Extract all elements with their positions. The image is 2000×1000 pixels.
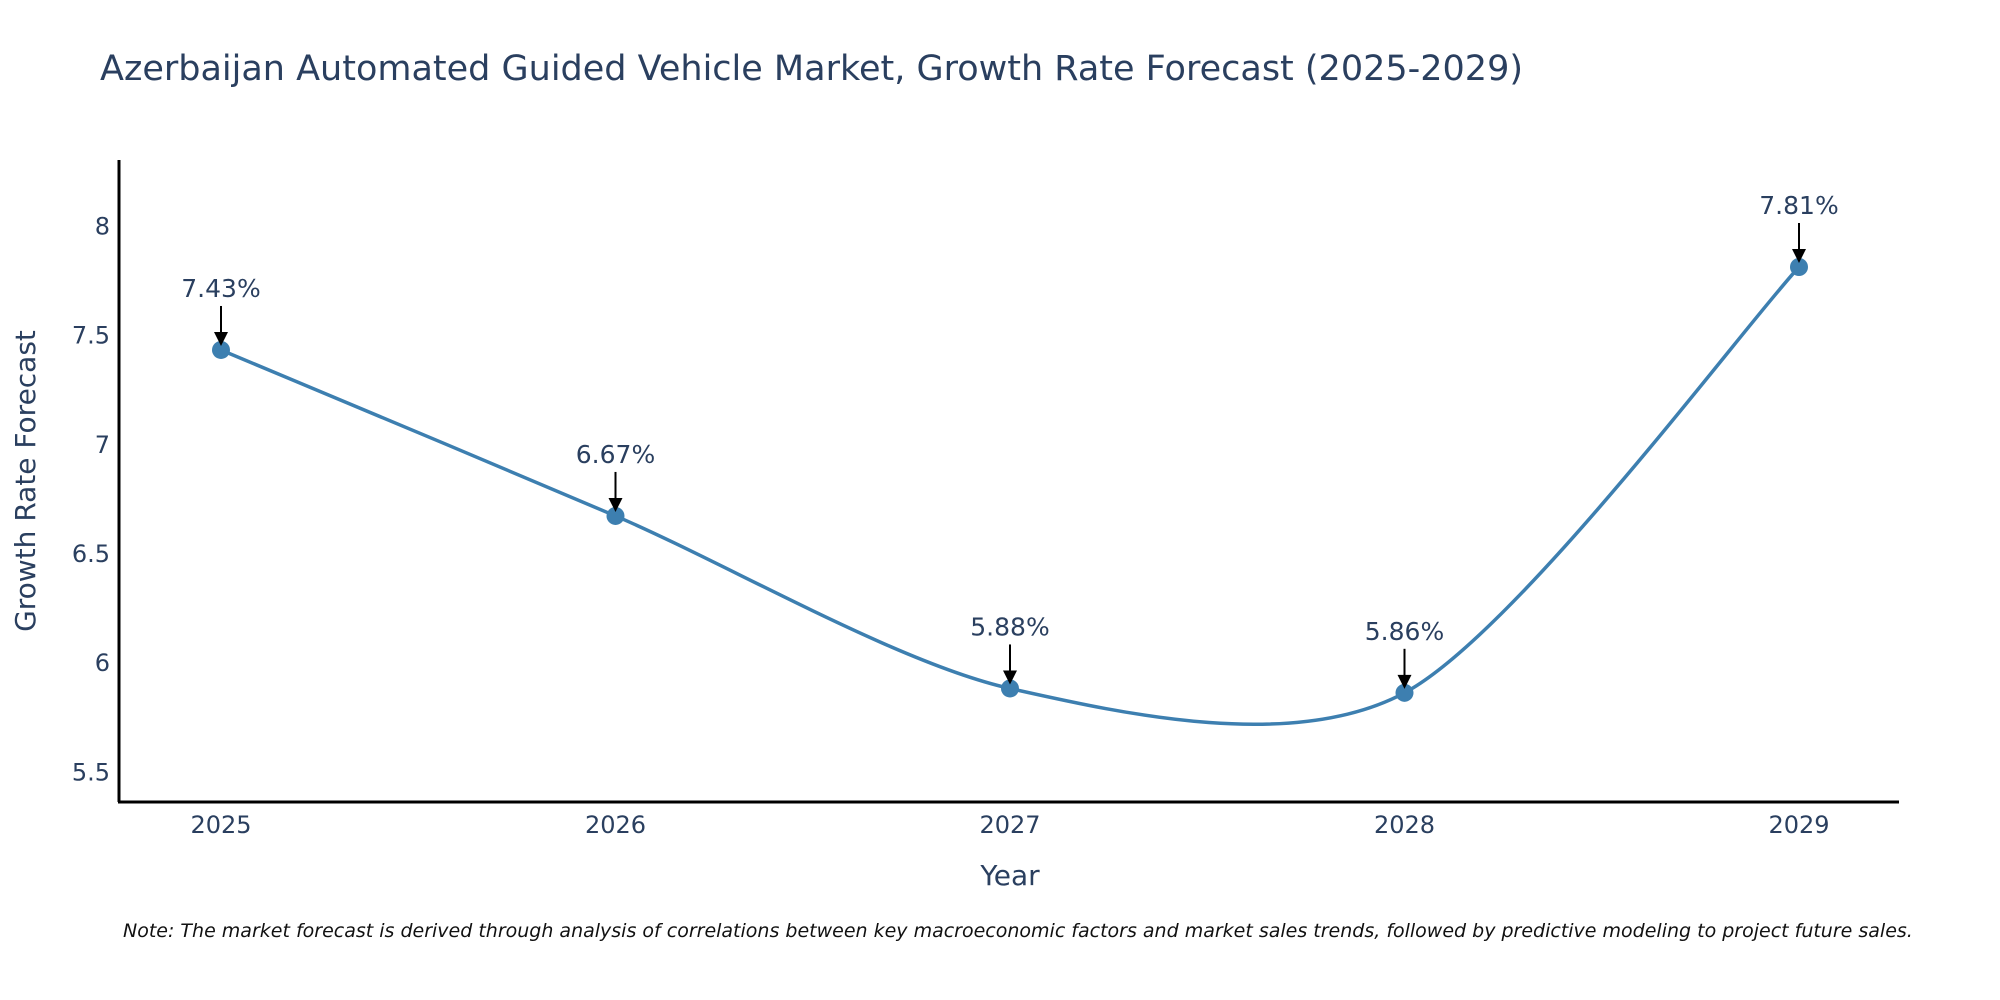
data-label: 5.88% [970,612,1049,641]
y-tick-label: 8 [95,213,110,241]
x-axis-ticks: 2025 2026 2027 2028 2029 [190,811,1829,839]
data-label: 7.43% [181,274,260,303]
x-tick-label: 2026 [585,811,646,839]
data-point-marker [212,340,230,359]
annotation-arrow-head [1003,670,1017,685]
data-label: 7.81% [1759,191,1838,220]
chart-title: Azerbaijan Automated Guided Vehicle Mark… [100,49,1523,89]
y-axis-ticks: 5.5 6 6.5 7 7.5 8 [72,213,110,787]
y-axis-title: Growth Rate Forecast [9,330,42,632]
y-tick-label: 5.5 [72,758,110,786]
annotation-arrow-head [608,497,623,512]
data-label: 6.67% [576,440,655,469]
y-tick-label: 7 [95,431,110,459]
data-point-marker [1790,258,1808,276]
data-annotations: 7.43% 6.67% 5.88% 5.86% 7.81% [181,191,1839,689]
y-tick-label: 6.5 [72,540,110,568]
annotation-arrow-head [1397,674,1412,689]
data-point-marker [1001,679,1019,698]
data-point-marker [606,506,625,525]
annotation-arrow-head [214,331,228,346]
data-label: 5.86% [1365,617,1444,646]
annotation-arrow-head [1792,249,1806,263]
y-tick-label: 7.5 [72,322,110,350]
x-axis-title: Year [979,859,1040,892]
data-markers [212,258,1808,702]
series-line [220,265,1801,727]
y-tick-label: 6 [95,649,110,677]
x-tick-label: 2028 [1374,811,1435,839]
data-point-marker [1395,683,1414,702]
x-tick-label: 2025 [190,811,251,839]
x-tick-label: 2029 [1768,811,1829,839]
x-tick-label: 2027 [979,811,1040,839]
footnote: Note: The market forecast is derived thr… [123,920,1913,942]
